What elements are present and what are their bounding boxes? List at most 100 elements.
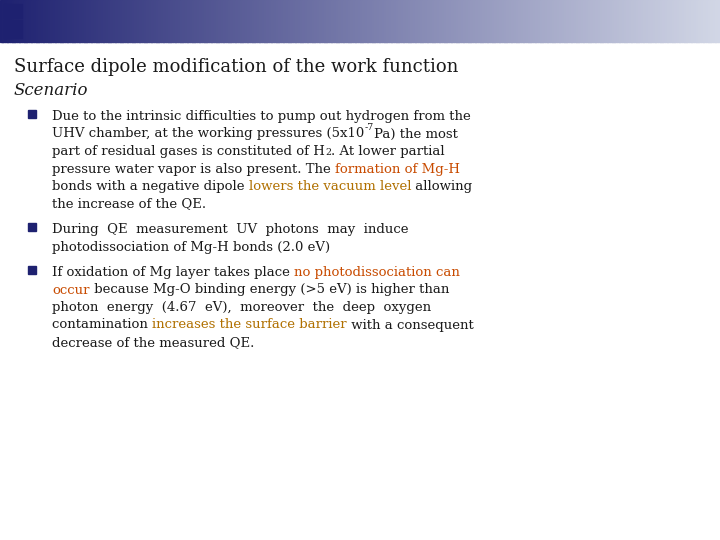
Bar: [146, 0, 149, 42]
Bar: [559, 0, 562, 42]
Bar: [130, 0, 132, 42]
Bar: [216, 0, 219, 42]
Bar: [713, 0, 716, 42]
Bar: [477, 0, 480, 42]
Bar: [288, 0, 291, 42]
Bar: [53, 0, 55, 42]
Text: Scenario: Scenario: [14, 82, 89, 99]
Bar: [247, 0, 250, 42]
Bar: [648, 0, 651, 42]
Text: -7: -7: [364, 124, 374, 132]
Bar: [230, 0, 233, 42]
Bar: [14, 0, 17, 42]
Bar: [158, 0, 161, 42]
Text: photodissociation of Mg-H bonds (2.0 eV): photodissociation of Mg-H bonds (2.0 eV): [52, 240, 330, 253]
Bar: [360, 0, 363, 42]
Bar: [513, 0, 516, 42]
Bar: [254, 0, 257, 42]
Bar: [538, 0, 541, 42]
Bar: [175, 0, 178, 42]
Bar: [28, 110, 36, 118]
Bar: [413, 0, 415, 42]
Bar: [50, 0, 53, 42]
Bar: [187, 0, 190, 42]
Bar: [79, 0, 82, 42]
Bar: [168, 0, 171, 42]
Bar: [531, 0, 534, 42]
Bar: [497, 0, 500, 42]
Bar: [348, 0, 351, 42]
Bar: [153, 0, 156, 42]
Bar: [300, 0, 303, 42]
Text: Pa) the most: Pa) the most: [374, 127, 457, 140]
Bar: [89, 0, 91, 42]
Text: photon  energy  (4.67  eV),  moreover  the  deep  oxygen: photon energy (4.67 eV), moreover the de…: [52, 301, 431, 314]
Bar: [223, 0, 226, 42]
Bar: [305, 0, 307, 42]
Bar: [372, 0, 375, 42]
Bar: [101, 0, 104, 42]
Bar: [211, 0, 214, 42]
Bar: [650, 0, 653, 42]
Bar: [28, 266, 36, 274]
Bar: [533, 0, 536, 42]
Bar: [194, 0, 197, 42]
Bar: [437, 0, 440, 42]
Bar: [336, 0, 339, 42]
Bar: [578, 0, 581, 42]
Bar: [387, 0, 390, 42]
Bar: [307, 0, 310, 42]
Bar: [259, 0, 262, 42]
Bar: [418, 0, 420, 42]
Bar: [81, 0, 84, 42]
Bar: [142, 0, 145, 42]
Bar: [499, 0, 502, 42]
Bar: [444, 0, 447, 42]
Text: occur: occur: [52, 284, 89, 296]
Text: Due to the intrinsic difficulties to pump out hydrogen from the: Due to the intrinsic difficulties to pum…: [52, 110, 471, 123]
Bar: [7, 0, 10, 42]
Bar: [456, 0, 459, 42]
Bar: [509, 0, 512, 42]
Bar: [29, 0, 32, 42]
Bar: [28, 223, 36, 231]
Bar: [718, 0, 720, 42]
Text: because Mg-O binding energy (>5 eV) is higher than: because Mg-O binding energy (>5 eV) is h…: [89, 284, 449, 296]
Text: formation of Mg-H: formation of Mg-H: [335, 163, 460, 176]
Bar: [108, 0, 111, 42]
Bar: [353, 0, 356, 42]
Bar: [693, 0, 696, 42]
Bar: [629, 0, 631, 42]
Bar: [204, 0, 207, 42]
Text: part of residual gases is constituted of H: part of residual gases is constituted of…: [52, 145, 325, 158]
Bar: [70, 0, 73, 42]
Bar: [5, 0, 8, 42]
Bar: [276, 0, 279, 42]
Bar: [590, 0, 593, 42]
Bar: [27, 0, 30, 42]
Bar: [36, 0, 39, 42]
Bar: [715, 0, 718, 42]
Bar: [408, 0, 411, 42]
Bar: [389, 0, 392, 42]
Bar: [441, 0, 444, 42]
Bar: [631, 0, 634, 42]
Bar: [420, 0, 423, 42]
Bar: [67, 0, 70, 42]
Bar: [398, 0, 401, 42]
Bar: [197, 0, 199, 42]
Bar: [600, 0, 603, 42]
Text: Surface dipole modification of the work function: Surface dipole modification of the work …: [14, 58, 459, 76]
Bar: [252, 0, 255, 42]
Bar: [115, 0, 118, 42]
Text: UHV chamber, at the working pressures (5x10: UHV chamber, at the working pressures (5…: [52, 127, 364, 140]
Bar: [667, 0, 670, 42]
Bar: [189, 0, 192, 42]
Text: with a consequent: with a consequent: [347, 319, 474, 332]
Bar: [333, 0, 336, 42]
Bar: [466, 0, 469, 42]
Bar: [45, 0, 48, 42]
Bar: [528, 0, 531, 42]
Bar: [384, 0, 387, 42]
Bar: [506, 0, 509, 42]
